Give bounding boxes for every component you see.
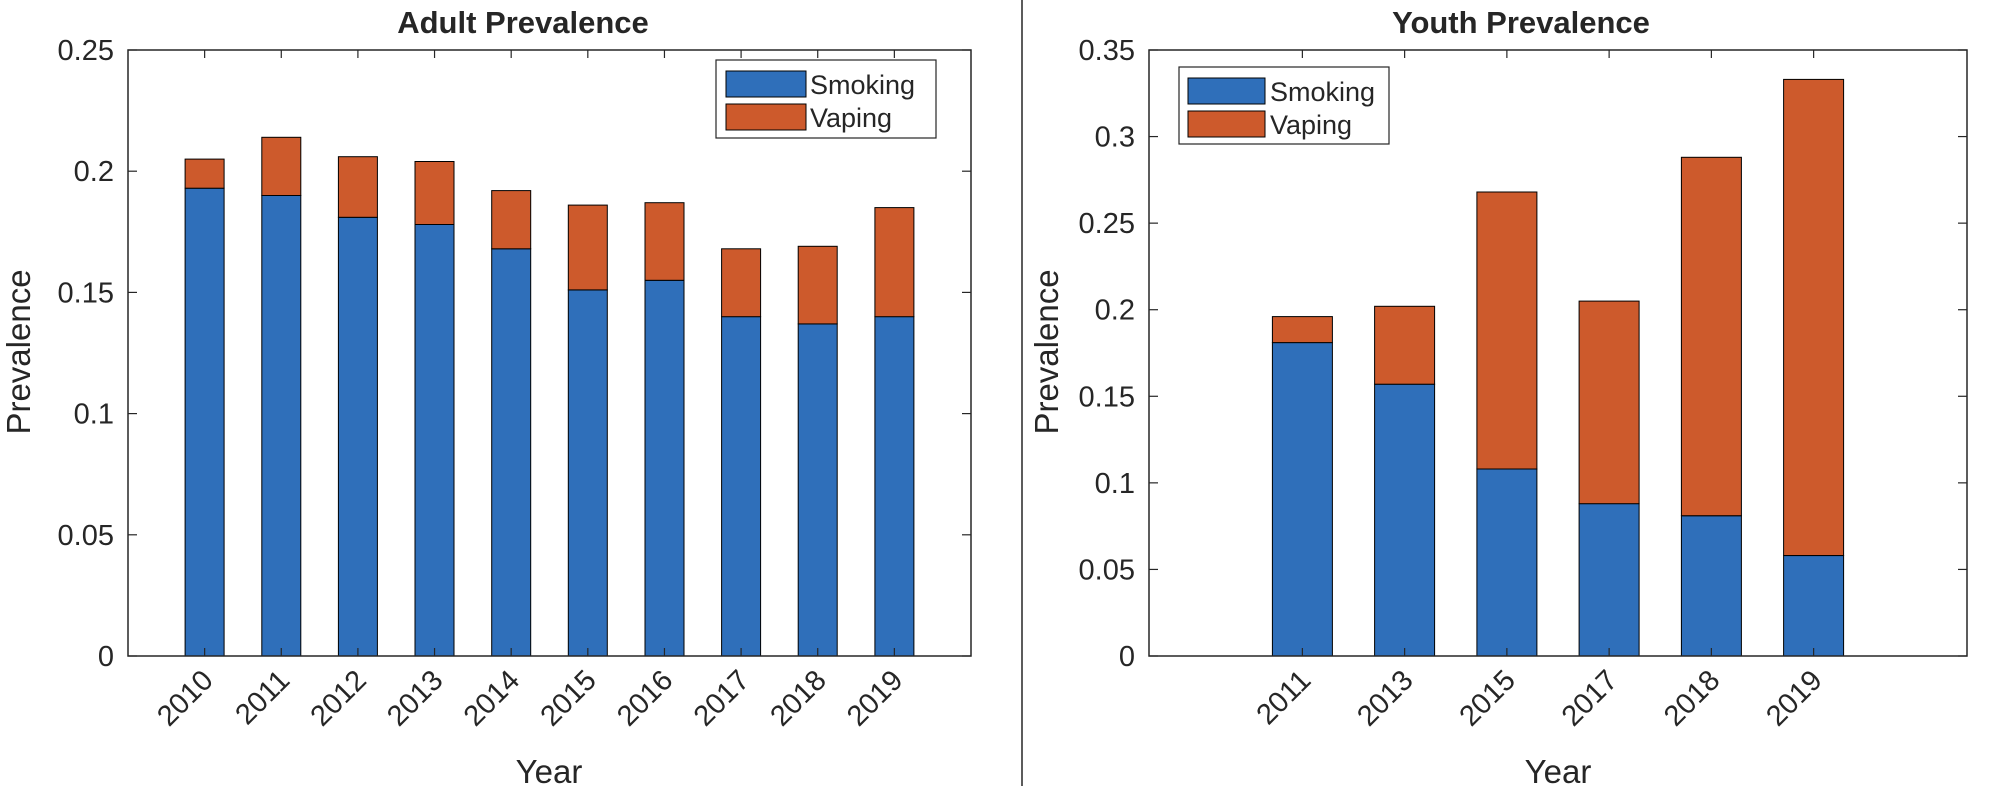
bar-smoking-2018 xyxy=(797,323,838,657)
legend-label-vaping: Vaping xyxy=(810,103,892,133)
y-tick-label: 0.1 xyxy=(74,399,114,431)
y-ticks-layer: 0 0.05 0.1 0.15 0.2 0.25 xyxy=(58,35,971,673)
adult-chart: Adult Prevalence 0 0.05 0.1 0.15 0.2 0.25 201… xyxy=(0,5,972,786)
bar-smoking-2011 xyxy=(1271,342,1333,657)
y-tick-label: 0.3 xyxy=(1095,122,1135,154)
plot-frame xyxy=(1148,49,1968,657)
bar-vaping-2013 xyxy=(414,161,455,225)
y-tick-label: 0.05 xyxy=(1079,554,1135,586)
bar-smoking-2019 xyxy=(874,316,915,657)
y-tick-label: 0.15 xyxy=(58,277,114,309)
bar-smoking-2015 xyxy=(567,289,608,657)
bar-smoking-2013 xyxy=(414,224,455,657)
y-tick-label: 0.2 xyxy=(1095,295,1135,327)
bar-smoking-2014 xyxy=(491,248,532,657)
y-tick-label: 0.1 xyxy=(1095,468,1135,500)
bar-vaping-2019 xyxy=(874,207,915,318)
bar-vaping-2015 xyxy=(567,204,608,291)
bar-vaping-2012 xyxy=(337,156,378,218)
bar-vaping-2013 xyxy=(1374,305,1436,385)
x-tick-label: 2013 xyxy=(1351,664,1419,732)
bar-smoking-2019 xyxy=(1783,555,1845,657)
bars-layer xyxy=(184,136,915,657)
y-tick-label: 0.05 xyxy=(58,520,114,552)
bar-vaping-2014 xyxy=(491,190,532,250)
x-tick-label: 2012 xyxy=(305,664,373,732)
bar-vaping-2011 xyxy=(261,136,302,197)
y-tick-label: 0.2 xyxy=(74,156,114,188)
bar-vaping-2015 xyxy=(1476,191,1538,470)
bar-vaping-2018 xyxy=(797,245,838,325)
x-tick-label: 2018 xyxy=(764,664,832,732)
x-tick-label: 2011 xyxy=(1251,664,1318,731)
bar-smoking-2011 xyxy=(261,194,302,657)
y-axis-label: Prevalence xyxy=(0,269,37,434)
x-tick-label: 2015 xyxy=(535,664,603,732)
chart-title: Youth Prevalence xyxy=(1392,5,1650,40)
bar-vaping-2017 xyxy=(721,248,762,318)
legend-swatch-vaping xyxy=(725,103,807,131)
bars-layer xyxy=(1271,78,1845,657)
legend-swatch-vaping xyxy=(1187,110,1266,138)
legend-swatch-smoking xyxy=(725,70,807,98)
legend-label-smoking: Smoking xyxy=(1270,77,1375,107)
bar-smoking-2016 xyxy=(644,279,685,657)
y-axis-label: Prevalence xyxy=(1028,269,1065,434)
x-axis-label: Year xyxy=(1525,753,1592,786)
plot-frame xyxy=(127,49,972,657)
youth-chart: Youth Prevalence 0 0.05 0.1 0.15 0.2 0.25 0.3 0… xyxy=(1028,5,1968,786)
bar-vaping-2010 xyxy=(184,158,225,189)
legend-swatch-smoking xyxy=(1187,77,1266,105)
x-tick-label: 2011 xyxy=(229,664,296,731)
x-tick-label: 2010 xyxy=(151,664,219,732)
bar-smoking-2017 xyxy=(721,316,762,657)
x-axis-label: Year xyxy=(516,753,583,786)
bar-vaping-2017 xyxy=(1578,300,1640,505)
bar-smoking-2013 xyxy=(1374,383,1436,657)
bar-smoking-2017 xyxy=(1578,503,1640,657)
x-tick-label: 2019 xyxy=(1760,664,1828,732)
bar-smoking-2015 xyxy=(1476,468,1538,657)
x-tick-label: 2016 xyxy=(611,664,679,732)
bar-smoking-2010 xyxy=(184,187,225,657)
x-tick-label: 2019 xyxy=(841,664,909,732)
x-tick-label: 2017 xyxy=(688,664,756,732)
x-tick-label: 2015 xyxy=(1454,664,1522,732)
y-tick-label: 0.35 xyxy=(1079,35,1135,67)
chart-title: Adult Prevalence xyxy=(397,5,649,40)
y-tick-label: 0.25 xyxy=(58,35,114,67)
legend: Smoking Vaping xyxy=(1178,66,1390,145)
bar-vaping-2011 xyxy=(1271,316,1333,344)
y-tick-label: 0 xyxy=(98,641,114,673)
bar-vaping-2018 xyxy=(1680,156,1742,517)
legend: Smoking Vaping xyxy=(715,59,937,139)
bar-vaping-2019 xyxy=(1783,78,1845,557)
x-tick-label: 2017 xyxy=(1556,664,1624,732)
y-tick-label: 0.25 xyxy=(1079,208,1135,240)
x-tick-label: 2018 xyxy=(1658,664,1726,732)
y-tick-label: 0.15 xyxy=(1079,381,1135,413)
legend-label-smoking: Smoking xyxy=(810,70,915,100)
y-tick-label: 0 xyxy=(1119,641,1135,673)
bar-smoking-2018 xyxy=(1680,515,1742,657)
legend-label-vaping: Vaping xyxy=(1270,110,1352,140)
x-tick-label: 2014 xyxy=(458,664,526,732)
bar-vaping-2016 xyxy=(644,202,685,281)
x-tick-label: 2013 xyxy=(381,664,449,732)
bar-smoking-2012 xyxy=(337,216,378,657)
